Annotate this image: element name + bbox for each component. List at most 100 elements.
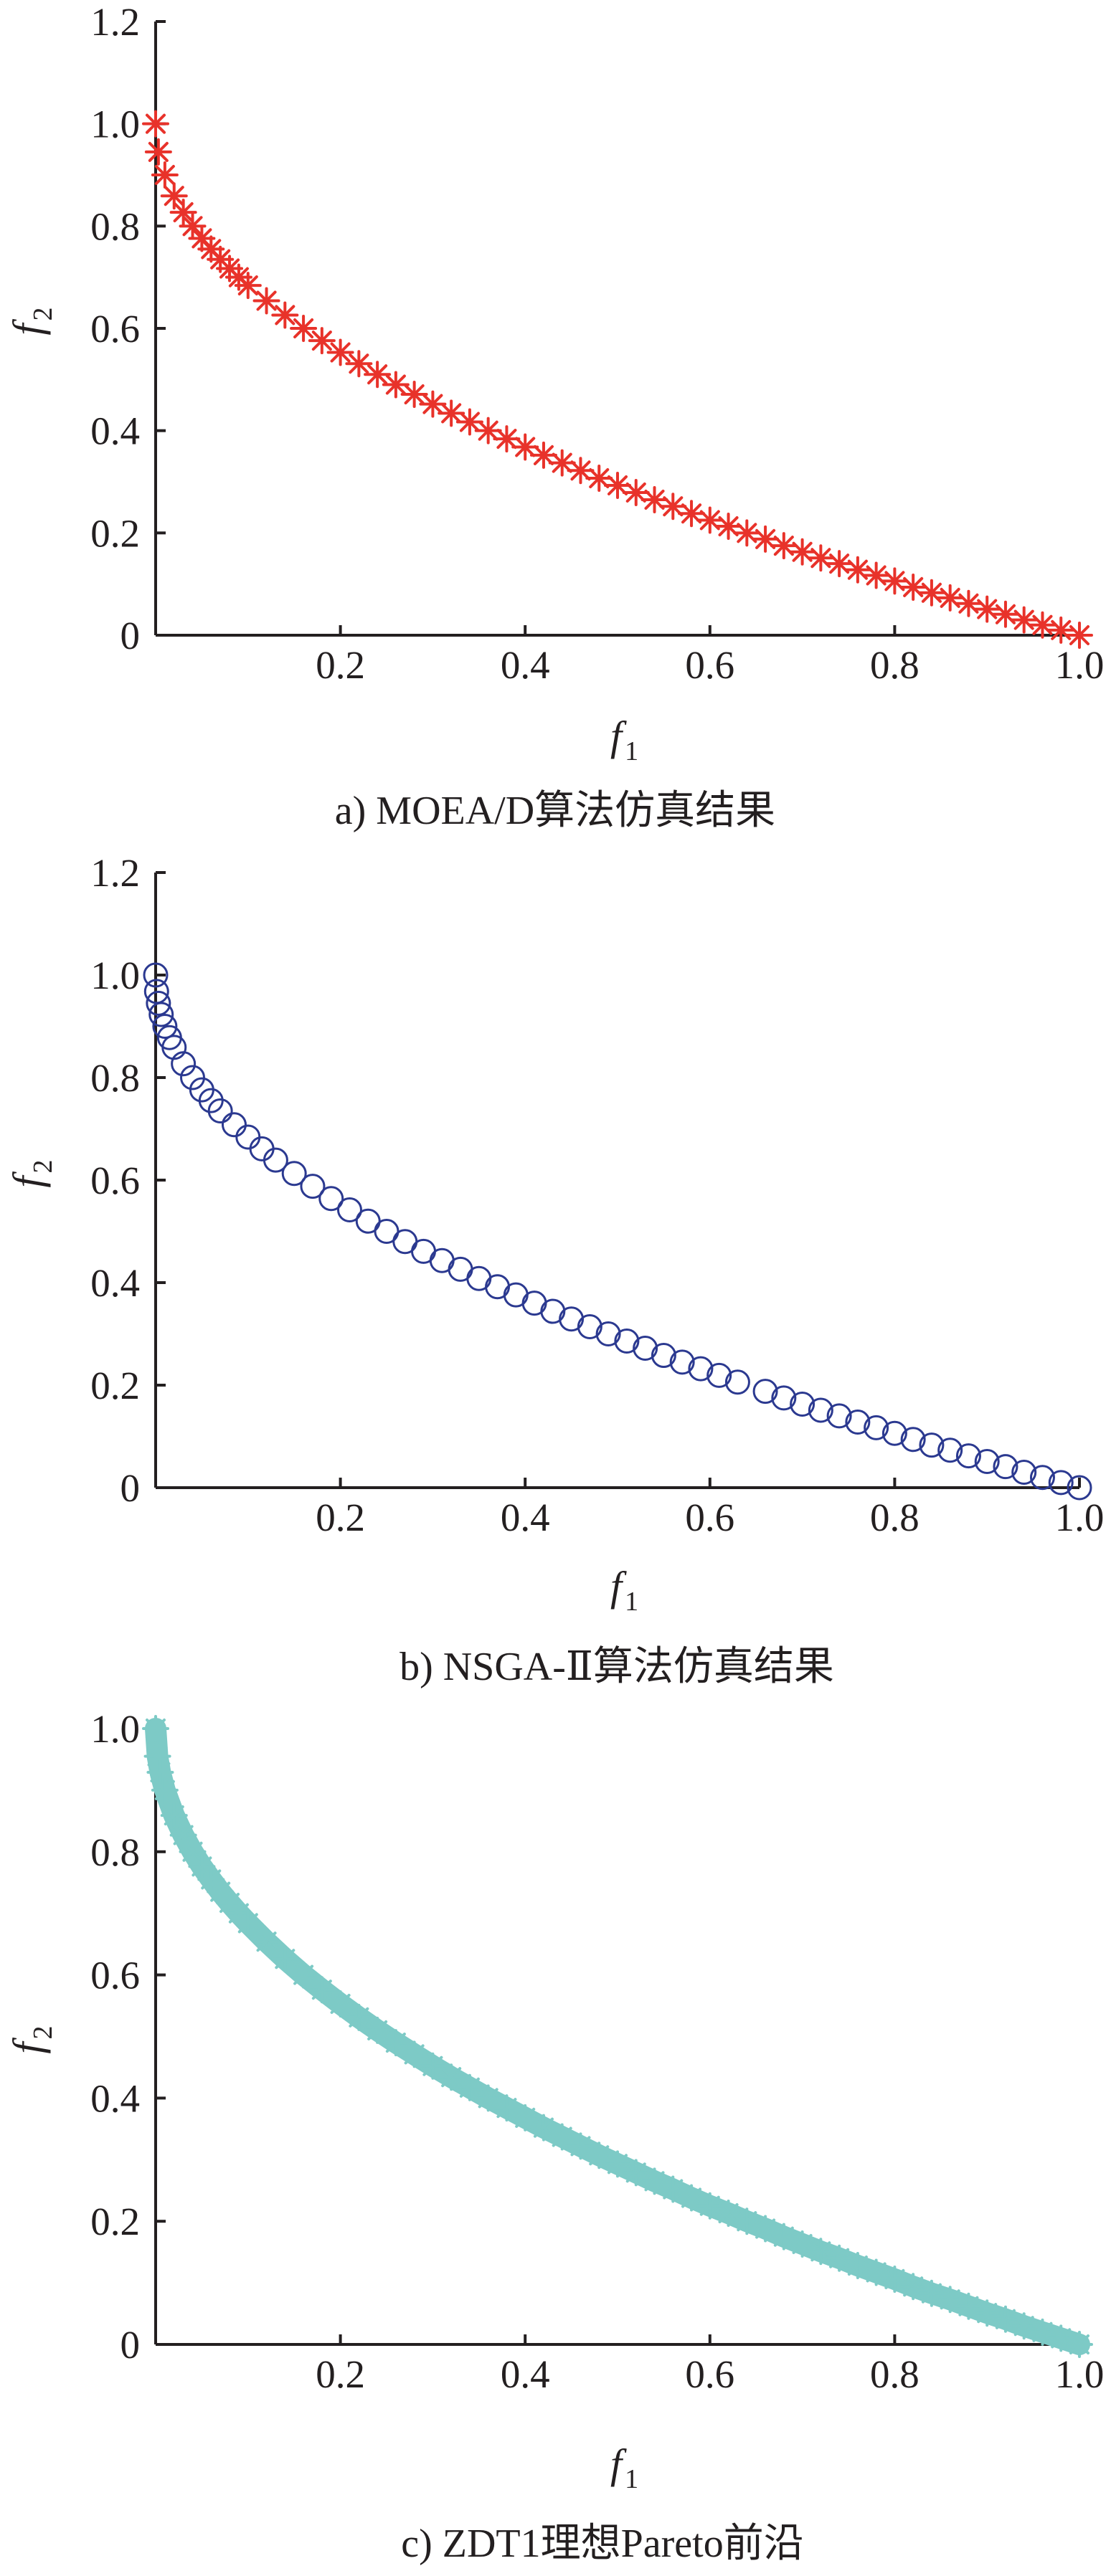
- data-point: [733, 519, 761, 547]
- data-point: [567, 2132, 595, 2160]
- data-point: [1029, 1465, 1055, 1491]
- x-tick-label: 0.6: [685, 643, 734, 687]
- data-point: [826, 1403, 852, 1429]
- data-point: [936, 584, 964, 612]
- data-point: [281, 1161, 307, 1187]
- y-tick-label: 0.6: [90, 1954, 140, 1997]
- data-point: [604, 471, 631, 499]
- data-point: [151, 1776, 179, 1804]
- y-tick-label: 0.4: [90, 1261, 140, 1305]
- data-point: [585, 2142, 613, 2169]
- data-point: [142, 1715, 169, 1742]
- data-point: [308, 1976, 336, 2004]
- data-point: [318, 1186, 344, 1212]
- data-point: [614, 1329, 640, 1354]
- x-tick-label: 1.0: [1055, 1496, 1105, 1539]
- data-point: [290, 315, 318, 342]
- x-tick-label: 0.8: [870, 2352, 919, 2396]
- data-point: [955, 589, 983, 617]
- data-point: [169, 199, 197, 227]
- data-point: [659, 2175, 687, 2203]
- data-point: [752, 1379, 778, 1405]
- data-point: [973, 2299, 1001, 2327]
- data-point: [807, 2238, 835, 2266]
- data-point: [1048, 1470, 1074, 1496]
- data-point: [808, 1397, 833, 1423]
- data-point: [790, 1391, 815, 1417]
- data-point: [474, 2084, 502, 2112]
- data-point: [1047, 2324, 1075, 2352]
- data-point: [252, 1928, 280, 1956]
- y-tick-label: 1.2: [90, 851, 140, 895]
- data-point: [936, 2286, 964, 2314]
- data-point: [843, 556, 871, 584]
- data-point: [152, 1014, 178, 1039]
- data-point: [604, 2150, 631, 2178]
- data-point: [714, 513, 742, 541]
- data-point: [659, 493, 687, 521]
- data-point: [900, 1427, 926, 1453]
- data-point: [455, 408, 483, 436]
- y-tick-label: 0.2: [90, 2200, 140, 2243]
- data-point: [678, 2184, 706, 2212]
- data-point: [714, 2200, 742, 2228]
- data-series: [143, 962, 1092, 1501]
- y-tick-label: 1.0: [90, 1707, 140, 1751]
- data-point: [511, 433, 539, 461]
- data-point: [973, 595, 1001, 623]
- data-point: [688, 1356, 714, 1382]
- data-point: [651, 1343, 676, 1369]
- data-point: [706, 1362, 732, 1388]
- data-point: [991, 2305, 1019, 2333]
- data-point: [271, 301, 299, 329]
- y-tick-label: 0: [120, 614, 141, 657]
- data-point: [438, 2063, 465, 2091]
- data-point: [788, 538, 816, 566]
- data-point: [143, 962, 169, 988]
- data-point: [336, 1197, 362, 1222]
- data-point: [567, 457, 595, 485]
- data-point: [845, 1409, 871, 1435]
- data-point: [234, 1909, 262, 1937]
- data-point: [290, 1961, 318, 1989]
- data-point: [862, 2258, 890, 2286]
- data-point: [400, 2040, 428, 2068]
- data-point: [529, 441, 557, 469]
- data-point: [1010, 2312, 1038, 2340]
- data-point: [864, 1415, 889, 1440]
- data-point: [151, 161, 179, 189]
- data-series: [142, 1715, 1093, 2358]
- data-point: [455, 2073, 483, 2101]
- data-point: [382, 371, 410, 399]
- data-point: [146, 990, 171, 1016]
- y-tick-label: 0.6: [90, 307, 140, 351]
- data-point: [548, 2123, 576, 2151]
- pareto-front-band: [145, 1718, 1090, 2355]
- data-point: [733, 2207, 761, 2235]
- chart-caption: c) ZDT1理想Pareto前沿: [401, 2522, 803, 2566]
- data-point: [595, 1321, 621, 1346]
- y-tick-label: 0.8: [90, 1830, 140, 1874]
- data-point: [1066, 2331, 1093, 2358]
- data-point: [326, 1990, 354, 2017]
- data-point: [862, 561, 890, 589]
- y-axis-label: f2: [4, 307, 58, 335]
- data-point: [974, 1449, 1000, 1475]
- data-point: [640, 2167, 668, 2195]
- data-point: [144, 138, 172, 166]
- data-point: [899, 2273, 927, 2301]
- data-series: [142, 110, 1093, 649]
- data-point: [234, 272, 262, 300]
- data-point: [345, 350, 373, 378]
- x-tick-label: 1.0: [1055, 643, 1105, 687]
- data-point: [160, 1802, 188, 1830]
- data-point: [364, 361, 392, 389]
- y-tick-label: 0.2: [90, 1364, 140, 1407]
- data-point: [171, 1051, 197, 1077]
- chart-panel-1: 0.2 0.4 0.6 0.8 1.0 0 0.2 0.4 0.6 0.8 1.0 1.2 f 1 f2 a)…: [4, 0, 1104, 833]
- data-point: [263, 1147, 288, 1173]
- data-point: [678, 500, 706, 528]
